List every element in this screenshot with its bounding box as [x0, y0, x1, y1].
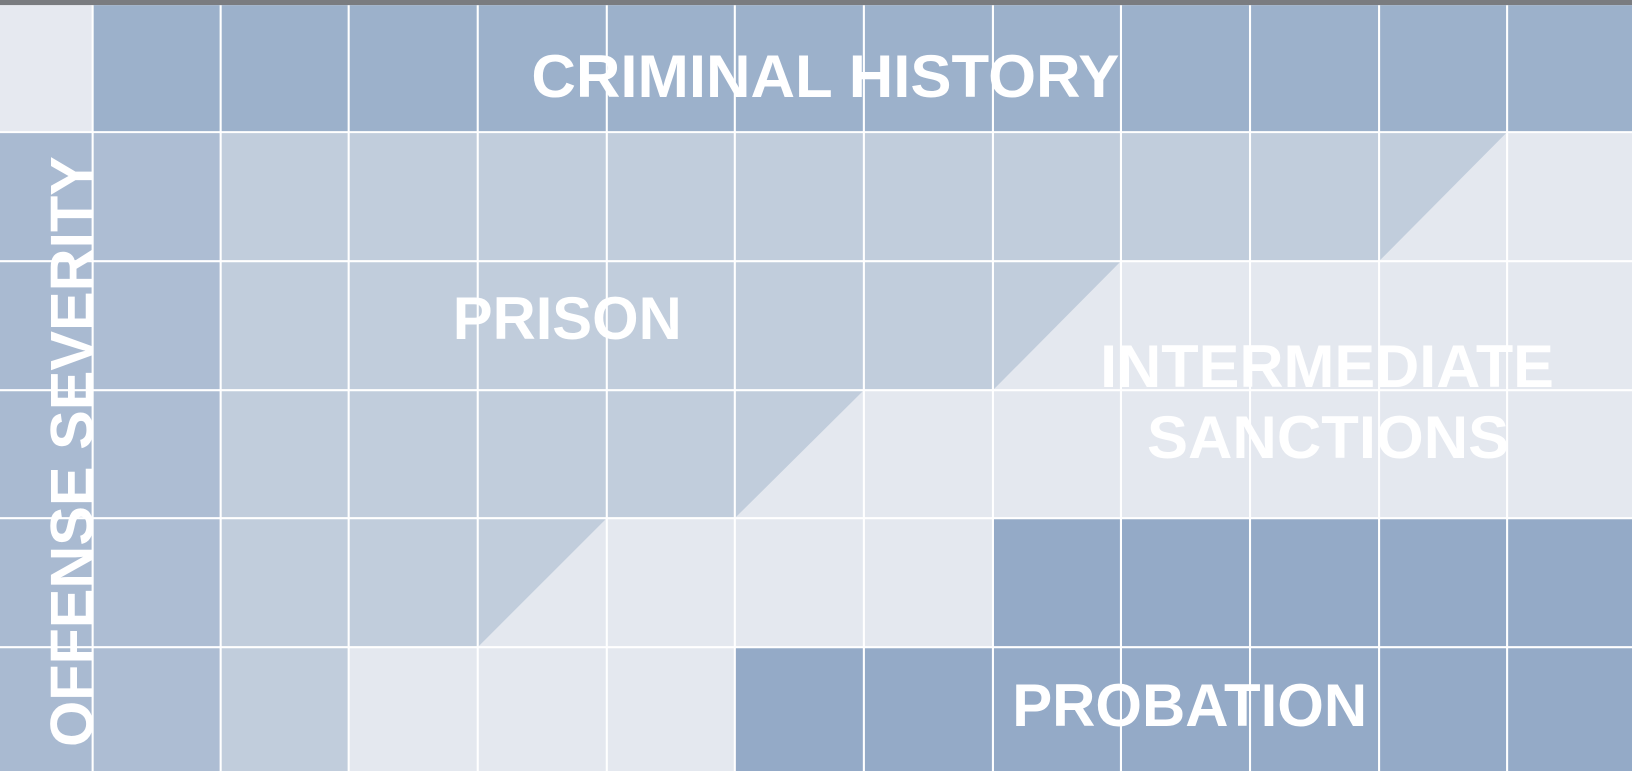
cell: [220, 132, 349, 262]
cell: [1379, 647, 1508, 771]
cell: [863, 261, 993, 391]
top-bar: [0, 0, 1632, 6]
cell: [92, 647, 221, 771]
cell: [92, 518, 221, 648]
cell: [1120, 647, 1251, 771]
cell: [348, 647, 478, 771]
corner-cell: [0, 5, 93, 133]
cell: [1507, 261, 1632, 391]
region-label: PRISON: [453, 284, 682, 352]
cell: [606, 261, 735, 391]
axis-band: [0, 132, 93, 771]
cell-diagonal: [477, 518, 607, 648]
cells: [92, 132, 1632, 771]
cell: [477, 261, 607, 391]
cell: [348, 132, 478, 262]
cell: [1120, 390, 1251, 519]
cell: [1507, 390, 1632, 519]
cell: [1379, 390, 1508, 519]
axis-label: OFFENSE SEVERITY: [38, 156, 106, 747]
cell: [477, 132, 607, 262]
cell-diagonal: [1379, 132, 1508, 262]
cell: [92, 132, 221, 262]
cell: [348, 261, 478, 391]
cell: [1507, 647, 1632, 771]
cell: [1250, 261, 1380, 391]
cell: [606, 390, 735, 519]
cell: [1250, 390, 1380, 519]
cell: [863, 518, 993, 648]
cell: [1250, 518, 1380, 648]
cell: [1507, 132, 1632, 262]
cell: [606, 518, 735, 648]
cell: [863, 132, 993, 262]
cell: [92, 390, 221, 519]
grid-lines: [0, 5, 1632, 771]
cell: [477, 390, 607, 519]
cell: [1507, 518, 1632, 648]
cell: [1379, 518, 1508, 648]
cell: [992, 518, 1121, 648]
cell: [863, 390, 993, 519]
cell: [992, 132, 1121, 262]
cell: [992, 647, 1121, 771]
cell: [220, 390, 349, 519]
cell: [606, 132, 735, 262]
cell: [1120, 132, 1251, 262]
cell: [348, 518, 478, 648]
cell: [734, 647, 864, 771]
cell: [348, 390, 478, 519]
cell: [734, 518, 864, 648]
cell: [92, 261, 221, 391]
cell: [606, 647, 735, 771]
cell: [992, 390, 1121, 519]
cell: [220, 261, 349, 391]
cell: [1250, 647, 1380, 771]
cell: [477, 647, 607, 771]
region-label: PROBATION: [1012, 671, 1367, 739]
cell: [220, 647, 349, 771]
cell: [734, 132, 864, 262]
cell: [1120, 261, 1251, 391]
cell: [863, 647, 993, 771]
cell: [1250, 132, 1380, 262]
header-title: CRIMINAL HISTORY: [531, 42, 1119, 110]
cell: [1379, 261, 1508, 391]
cell: [734, 261, 864, 391]
region-label: SANCTIONS: [1147, 403, 1509, 471]
cell: [1120, 518, 1251, 648]
region-label: INTERMEDIATE: [1100, 332, 1554, 400]
cell: [220, 518, 349, 648]
